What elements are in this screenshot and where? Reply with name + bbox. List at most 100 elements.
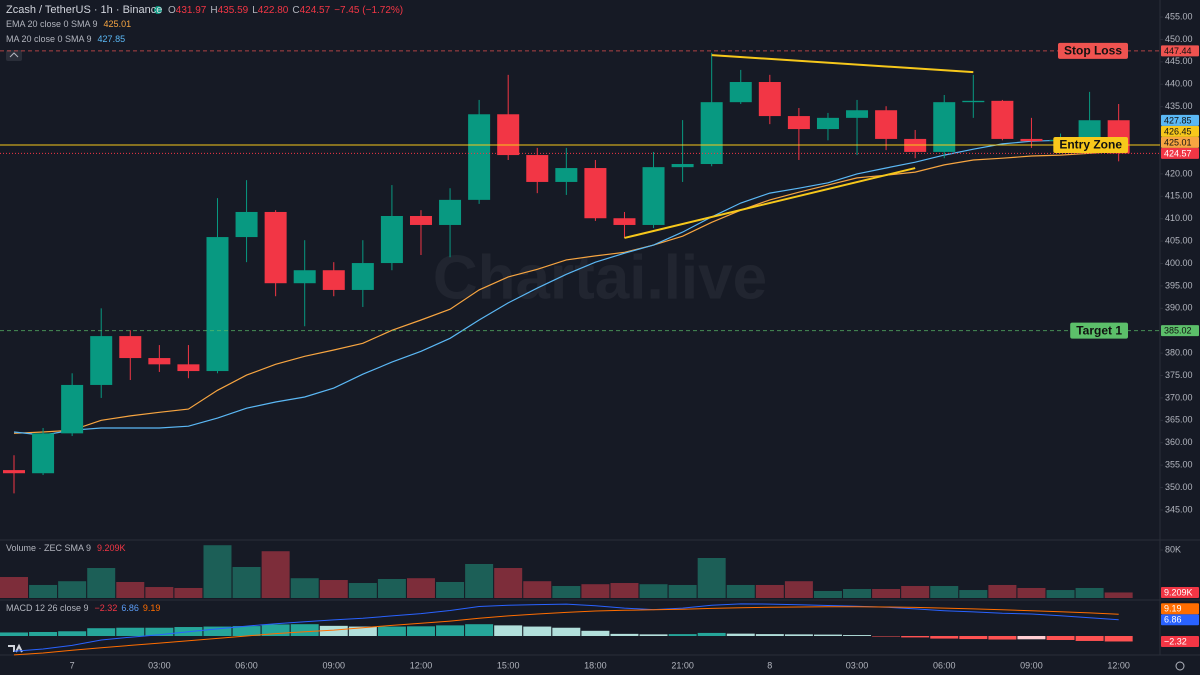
macd-label-bg bbox=[1161, 614, 1199, 626]
volume-bar bbox=[726, 584, 755, 598]
ohlc-part: 435.59 bbox=[218, 5, 249, 16]
trend-line bbox=[624, 167, 916, 239]
y-tick-label: 390.00 bbox=[1165, 303, 1193, 313]
macd-histogram-bar bbox=[348, 626, 377, 636]
candle-body bbox=[380, 216, 403, 264]
ohlc-part: 431.97 bbox=[176, 5, 207, 16]
x-tick-label: 12:00 bbox=[410, 660, 433, 670]
x-tick-label: 06:00 bbox=[933, 660, 956, 670]
candle-body bbox=[613, 218, 636, 225]
volume-bar bbox=[494, 568, 523, 598]
candle-body bbox=[555, 168, 578, 182]
y-tick-label: 365.00 bbox=[1165, 415, 1193, 425]
ohlc-part: 424.57 bbox=[300, 5, 331, 16]
legend-name: Volume · ZEC SMA 9 bbox=[6, 543, 91, 553]
macd-label-bg bbox=[1161, 635, 1199, 647]
price-label: 424.57 bbox=[1164, 148, 1192, 158]
macd-label: −2.32 bbox=[1164, 636, 1187, 646]
macd-histogram-bar bbox=[668, 634, 697, 636]
macd-histogram-bar bbox=[755, 634, 784, 636]
legend-value: −2.32 bbox=[95, 603, 118, 613]
macd-histogram-bar bbox=[581, 630, 610, 636]
candle-body bbox=[875, 110, 898, 139]
y-tick-label: 355.00 bbox=[1165, 460, 1193, 470]
collapse-button[interactable] bbox=[6, 50, 22, 61]
candle-body bbox=[322, 270, 345, 290]
volume-bar bbox=[145, 587, 174, 598]
candle-body bbox=[991, 100, 1014, 139]
candle-body bbox=[671, 164, 694, 168]
ohlc-part: 422.80 bbox=[258, 5, 289, 16]
volume-bar bbox=[319, 580, 348, 598]
volume-legend: Volume · ZEC SMA 9 9.209K bbox=[6, 543, 126, 553]
macd-histogram-bar bbox=[290, 624, 319, 636]
ohlc-part: C bbox=[292, 5, 299, 16]
macd-histogram-bar bbox=[58, 631, 87, 636]
price-label: 447.44 bbox=[1164, 46, 1192, 56]
macd-line bbox=[13, 606, 1119, 656]
macd-histogram-bar bbox=[726, 633, 755, 636]
macd-histogram-bar bbox=[959, 635, 988, 640]
indicator-legend: EMA 20 close 0 SMA 9 425.01 bbox=[6, 19, 131, 29]
indicator-legend: MA 20 close 0 SMA 9 427.85 bbox=[6, 34, 125, 44]
ohlc-part: H bbox=[210, 5, 217, 16]
candle-body bbox=[264, 211, 287, 284]
indicator-line bbox=[13, 138, 1119, 436]
volume-bar bbox=[668, 584, 697, 598]
price-label: 385.02 bbox=[1164, 326, 1192, 336]
trend-line bbox=[711, 54, 974, 74]
watermark: Chartai.live bbox=[433, 243, 767, 312]
macd-histogram-bar bbox=[494, 625, 523, 636]
volume-bar bbox=[872, 589, 901, 598]
volume-bar bbox=[959, 590, 988, 598]
macd-histogram-bar bbox=[116, 627, 145, 636]
volume-label: 9.209K bbox=[1164, 587, 1193, 597]
volume-bar bbox=[1017, 587, 1046, 598]
volume-bar bbox=[639, 584, 668, 598]
volume-label-bg bbox=[1161, 586, 1199, 598]
x-tick-label: 09:00 bbox=[323, 660, 346, 670]
settings-icon[interactable] bbox=[1175, 661, 1185, 671]
macd-histogram-bar bbox=[784, 634, 813, 636]
price-label-bg bbox=[1161, 147, 1199, 159]
ohlc-part: L bbox=[252, 5, 258, 16]
candle-body bbox=[1078, 120, 1101, 140]
x-tick-label: 18:00 bbox=[584, 660, 607, 670]
legend-name: MACD 12 26 close 9 bbox=[6, 603, 89, 613]
volume-bar bbox=[988, 584, 1017, 598]
macd-histogram-bar bbox=[610, 633, 639, 636]
candle-body bbox=[439, 199, 462, 225]
volume-bar bbox=[0, 577, 28, 598]
x-tick-label: 06:00 bbox=[235, 660, 258, 670]
x-tick-label: 21:00 bbox=[671, 660, 694, 670]
candle-body bbox=[642, 167, 665, 225]
volume-bar bbox=[523, 581, 552, 598]
legend-value: 9.209K bbox=[97, 543, 126, 553]
level-label-bg bbox=[1053, 136, 1128, 153]
volume-bar bbox=[174, 587, 203, 598]
price-label: 425.01 bbox=[1164, 137, 1192, 147]
price-label-bg bbox=[1161, 45, 1199, 57]
macd-histogram-bar bbox=[988, 635, 1017, 640]
volume-bar bbox=[29, 584, 58, 598]
candle-body bbox=[758, 82, 781, 117]
macd-histogram-bar bbox=[0, 632, 28, 636]
macd-histogram-bar bbox=[813, 634, 842, 636]
candle-body bbox=[962, 100, 985, 103]
macd-histogram-bar bbox=[843, 635, 872, 636]
macd-histogram-bar bbox=[436, 625, 465, 636]
macd-legend: MACD 12 26 close 9 −2.32 6.86 9.19 bbox=[6, 603, 160, 613]
macd-histogram-bar bbox=[203, 626, 232, 636]
legend-value: 6.86 bbox=[121, 603, 139, 613]
x-tick-label: 8 bbox=[767, 660, 772, 670]
price-label: 426.45 bbox=[1164, 126, 1192, 136]
macd-histogram-bar bbox=[639, 634, 668, 636]
volume-bar bbox=[784, 581, 813, 598]
x-tick-label: 7 bbox=[70, 660, 75, 670]
y-tick-label: 405.00 bbox=[1165, 235, 1193, 245]
x-tick-label: 09:00 bbox=[1020, 660, 1043, 670]
price-label-bg bbox=[1161, 125, 1199, 137]
y-tick-label: 455.00 bbox=[1165, 11, 1193, 21]
volume-bar bbox=[610, 583, 639, 598]
